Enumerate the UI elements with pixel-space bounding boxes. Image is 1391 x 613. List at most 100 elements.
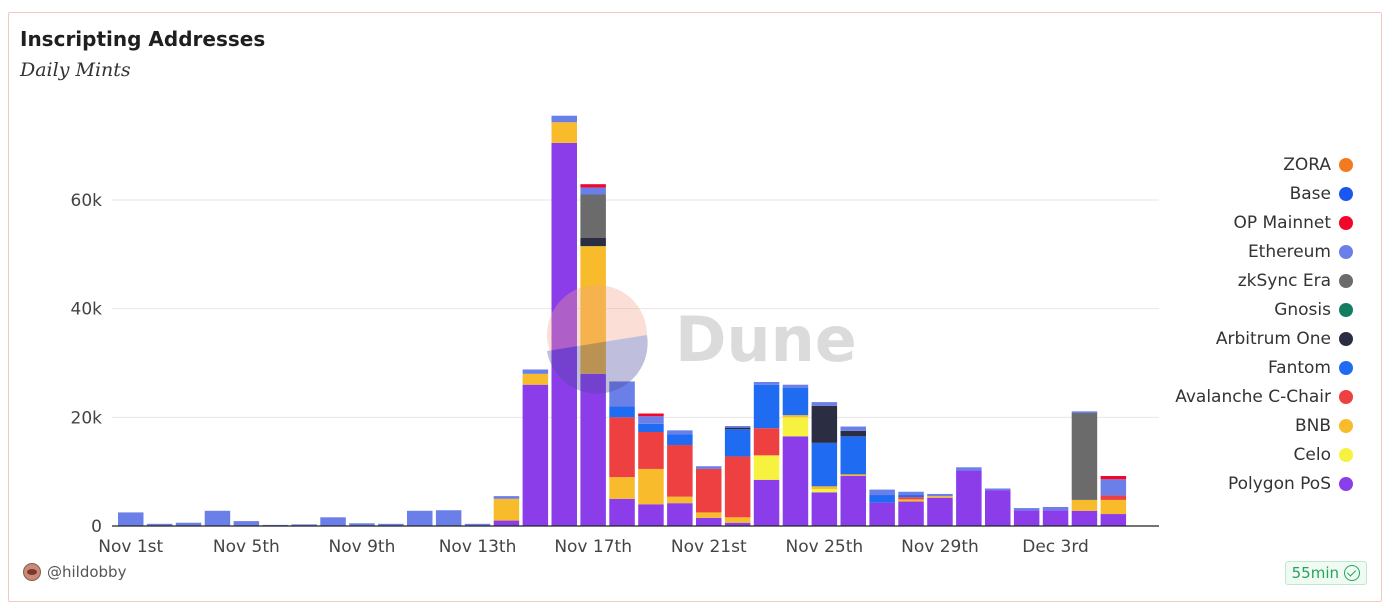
bar-segment <box>291 524 317 526</box>
bar-segment <box>753 381 780 385</box>
bar-segment <box>1071 510 1098 526</box>
bar-segment <box>724 517 751 523</box>
legend-dot-icon <box>1339 273 1353 288</box>
legend-item[interactable]: Arbitrum One <box>1175 324 1353 353</box>
legend-item[interactable]: Gnosis <box>1175 295 1353 324</box>
legend-label: Celo <box>1293 444 1331 465</box>
bar-segment <box>493 496 520 499</box>
bar-segment <box>580 237 606 247</box>
bar-segment <box>782 384 809 388</box>
legend-item[interactable]: Fantom <box>1175 353 1353 382</box>
bar-segment <box>175 522 202 526</box>
legend-dot-icon <box>1339 215 1353 230</box>
bar-segment <box>667 503 693 526</box>
bar-segment <box>522 384 549 526</box>
legend-item[interactable]: Base <box>1175 179 1353 208</box>
bar-segment <box>869 489 895 496</box>
legend-item[interactable]: Celo <box>1175 440 1353 469</box>
bar-segment <box>551 122 577 143</box>
legend-label: Polygon PoS <box>1227 473 1331 494</box>
bar-segment <box>1100 479 1127 496</box>
bar-segment <box>1042 506 1069 511</box>
bar-segment <box>407 510 433 526</box>
legend-item[interactable]: Avalanche C-Chair <box>1175 382 1353 411</box>
bar-segment <box>840 426 866 431</box>
bar-segment <box>1100 499 1127 515</box>
bar-segment <box>580 194 606 238</box>
legend-label: OP Mainnet <box>1233 212 1331 233</box>
bar-segment <box>927 497 953 526</box>
x-tick-label: Nov 1st <box>98 537 163 557</box>
bar-segment <box>551 115 577 123</box>
bar-segment <box>1100 495 1127 500</box>
legend-dot-icon <box>1339 157 1353 172</box>
bar-segment <box>869 495 895 503</box>
legend-item[interactable]: BNB <box>1175 411 1353 440</box>
legend-label: zkSync Era <box>1237 270 1331 291</box>
bar-chart: 0 20k 40k 60k Dune Nov 1st Nov 5th Nov 9th Nov 1… <box>71 115 1159 557</box>
bar-segment <box>898 495 924 498</box>
legend-label: Gnosis <box>1274 299 1331 320</box>
legend-label: Avalanche C-Chair <box>1175 386 1331 407</box>
legend-label: BNB <box>1294 415 1331 436</box>
bar-segment <box>753 455 780 480</box>
bar-segment <box>638 416 664 424</box>
legend-item[interactable]: OP Mainnet <box>1175 208 1353 237</box>
author-link[interactable]: @hildobby <box>23 563 126 581</box>
bar-segment <box>898 501 924 526</box>
bar-segment <box>233 521 260 526</box>
bar-segment <box>782 387 809 416</box>
bar-segment <box>1042 510 1069 526</box>
legend-dot-icon <box>1339 302 1353 317</box>
bar-segment <box>985 490 1011 526</box>
bar-segment <box>753 479 780 526</box>
bar-segment <box>435 510 462 526</box>
x-tick-label: Nov 13th <box>439 537 517 557</box>
bar-segment <box>811 486 838 490</box>
bar-segment <box>724 456 751 518</box>
bar-segment <box>667 496 693 504</box>
bar-segment <box>724 429 751 457</box>
legend-dot-icon <box>1339 418 1353 433</box>
x-tick-label: Nov 29th <box>901 537 979 557</box>
refresh-label: 55min <box>1291 564 1339 582</box>
bar-segment <box>580 373 606 526</box>
bar-segment <box>724 427 751 430</box>
chart-title: Inscripting Addresses <box>20 27 266 51</box>
bar-segment <box>927 493 953 497</box>
bar-segment <box>811 492 838 526</box>
bar-segment <box>840 436 866 475</box>
y-tick-label: 20k <box>71 408 103 428</box>
legend-dot-icon <box>1339 331 1353 346</box>
legend-item[interactable]: zkSync Era <box>1175 266 1353 295</box>
legend-label: Arbitrum One <box>1215 328 1331 349</box>
bar-segment <box>638 423 664 432</box>
bar-segment <box>696 468 722 513</box>
legend-item[interactable]: Polygon PoS <box>1175 469 1353 498</box>
legend-dot-icon <box>1339 447 1353 462</box>
legend-label: ZORA <box>1283 154 1331 175</box>
bar-segment <box>609 417 635 478</box>
bar-segment <box>378 523 404 526</box>
bar-segment <box>146 523 173 526</box>
author-name: @hildobby <box>47 563 127 581</box>
bar-segment <box>464 523 491 526</box>
bar-segment <box>956 467 982 471</box>
bar-segment <box>1071 411 1098 413</box>
bar-segment <box>696 466 722 469</box>
legend-item[interactable]: ZORA <box>1175 150 1353 179</box>
bar-segment <box>551 142 577 526</box>
bar-segment <box>840 430 866 437</box>
bar-segment <box>811 402 838 406</box>
bar-segment <box>493 520 520 526</box>
y-tick-label: 40k <box>71 300 103 320</box>
legend-item[interactable]: Ethereum <box>1175 237 1353 266</box>
bar-segment <box>667 434 693 446</box>
x-tick-label: Nov 9th <box>329 537 396 557</box>
legend-dot-icon <box>1339 476 1353 491</box>
bar-segment <box>724 522 751 526</box>
bar-segment <box>898 499 924 502</box>
dune-logo-shade <box>547 335 648 394</box>
legend-dot-icon <box>1339 244 1353 259</box>
legend-dot-icon <box>1339 186 1353 201</box>
